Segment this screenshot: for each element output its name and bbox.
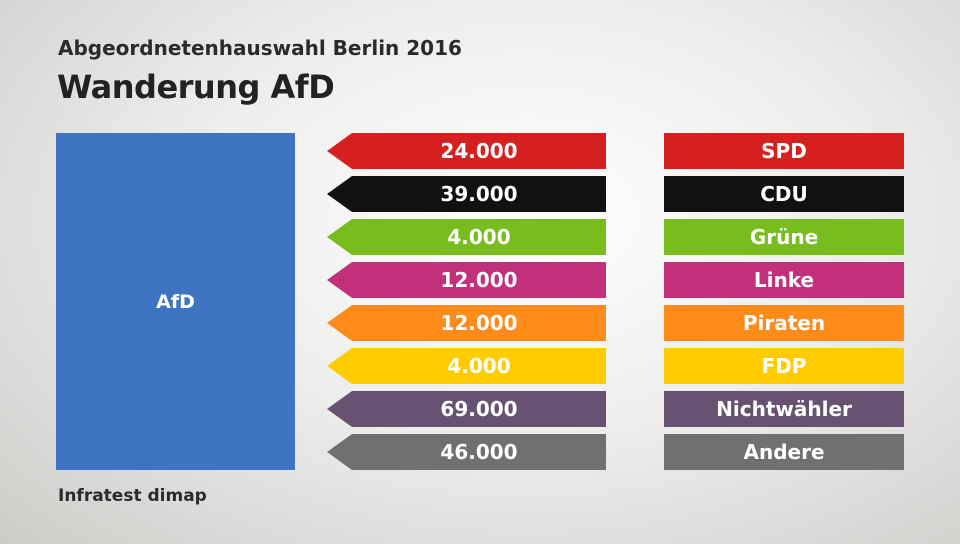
flow-value-label: 4.000 xyxy=(447,354,511,378)
party-box-1 xyxy=(664,176,904,212)
flow-arrow-3 xyxy=(327,262,606,298)
flow-arrow-2 xyxy=(327,219,606,255)
flow-value-label: 69.000 xyxy=(440,397,518,421)
flow-value-label: 4.000 xyxy=(447,225,511,249)
party-box-4 xyxy=(664,305,904,341)
flow-arrow-5 xyxy=(327,348,606,384)
flow-value-label: 24.000 xyxy=(440,139,518,163)
party-box-2 xyxy=(664,219,904,255)
party-label: Linke xyxy=(753,268,815,292)
party-box-6 xyxy=(664,391,904,427)
party-label: Piraten xyxy=(742,311,826,335)
target-party-label: AfD xyxy=(156,290,195,313)
chart-subtitle: Abgeordnetenhauswahl Berlin 2016 xyxy=(58,36,462,60)
flow-value-label: 12.000 xyxy=(440,311,518,335)
target-party-box: AfD xyxy=(56,133,295,470)
flow-arrow-0 xyxy=(327,133,606,169)
party-label: SPD xyxy=(761,139,807,163)
party-label: Grüne xyxy=(749,225,819,249)
party-label: FDP xyxy=(761,354,807,378)
party-box-3 xyxy=(664,262,904,298)
party-box-0 xyxy=(664,133,904,169)
party-label: Andere xyxy=(743,440,825,464)
party-label: CDU xyxy=(760,182,808,206)
party-box-5 xyxy=(664,348,904,384)
source-label: Infratest dimap xyxy=(58,486,207,506)
party-label: Nichtwähler xyxy=(716,397,852,421)
flow-value-label: 46.000 xyxy=(440,440,518,464)
flow-arrow-6 xyxy=(327,391,606,427)
flow-arrow-4 xyxy=(327,305,606,341)
flow-arrow-7 xyxy=(327,434,606,470)
chart-title: Wanderung AfD xyxy=(57,68,335,106)
party-box-7 xyxy=(664,434,904,470)
flow-value-label: 12.000 xyxy=(440,268,518,292)
flow-arrow-1 xyxy=(327,176,606,212)
flow-value-label: 39.000 xyxy=(440,182,518,206)
